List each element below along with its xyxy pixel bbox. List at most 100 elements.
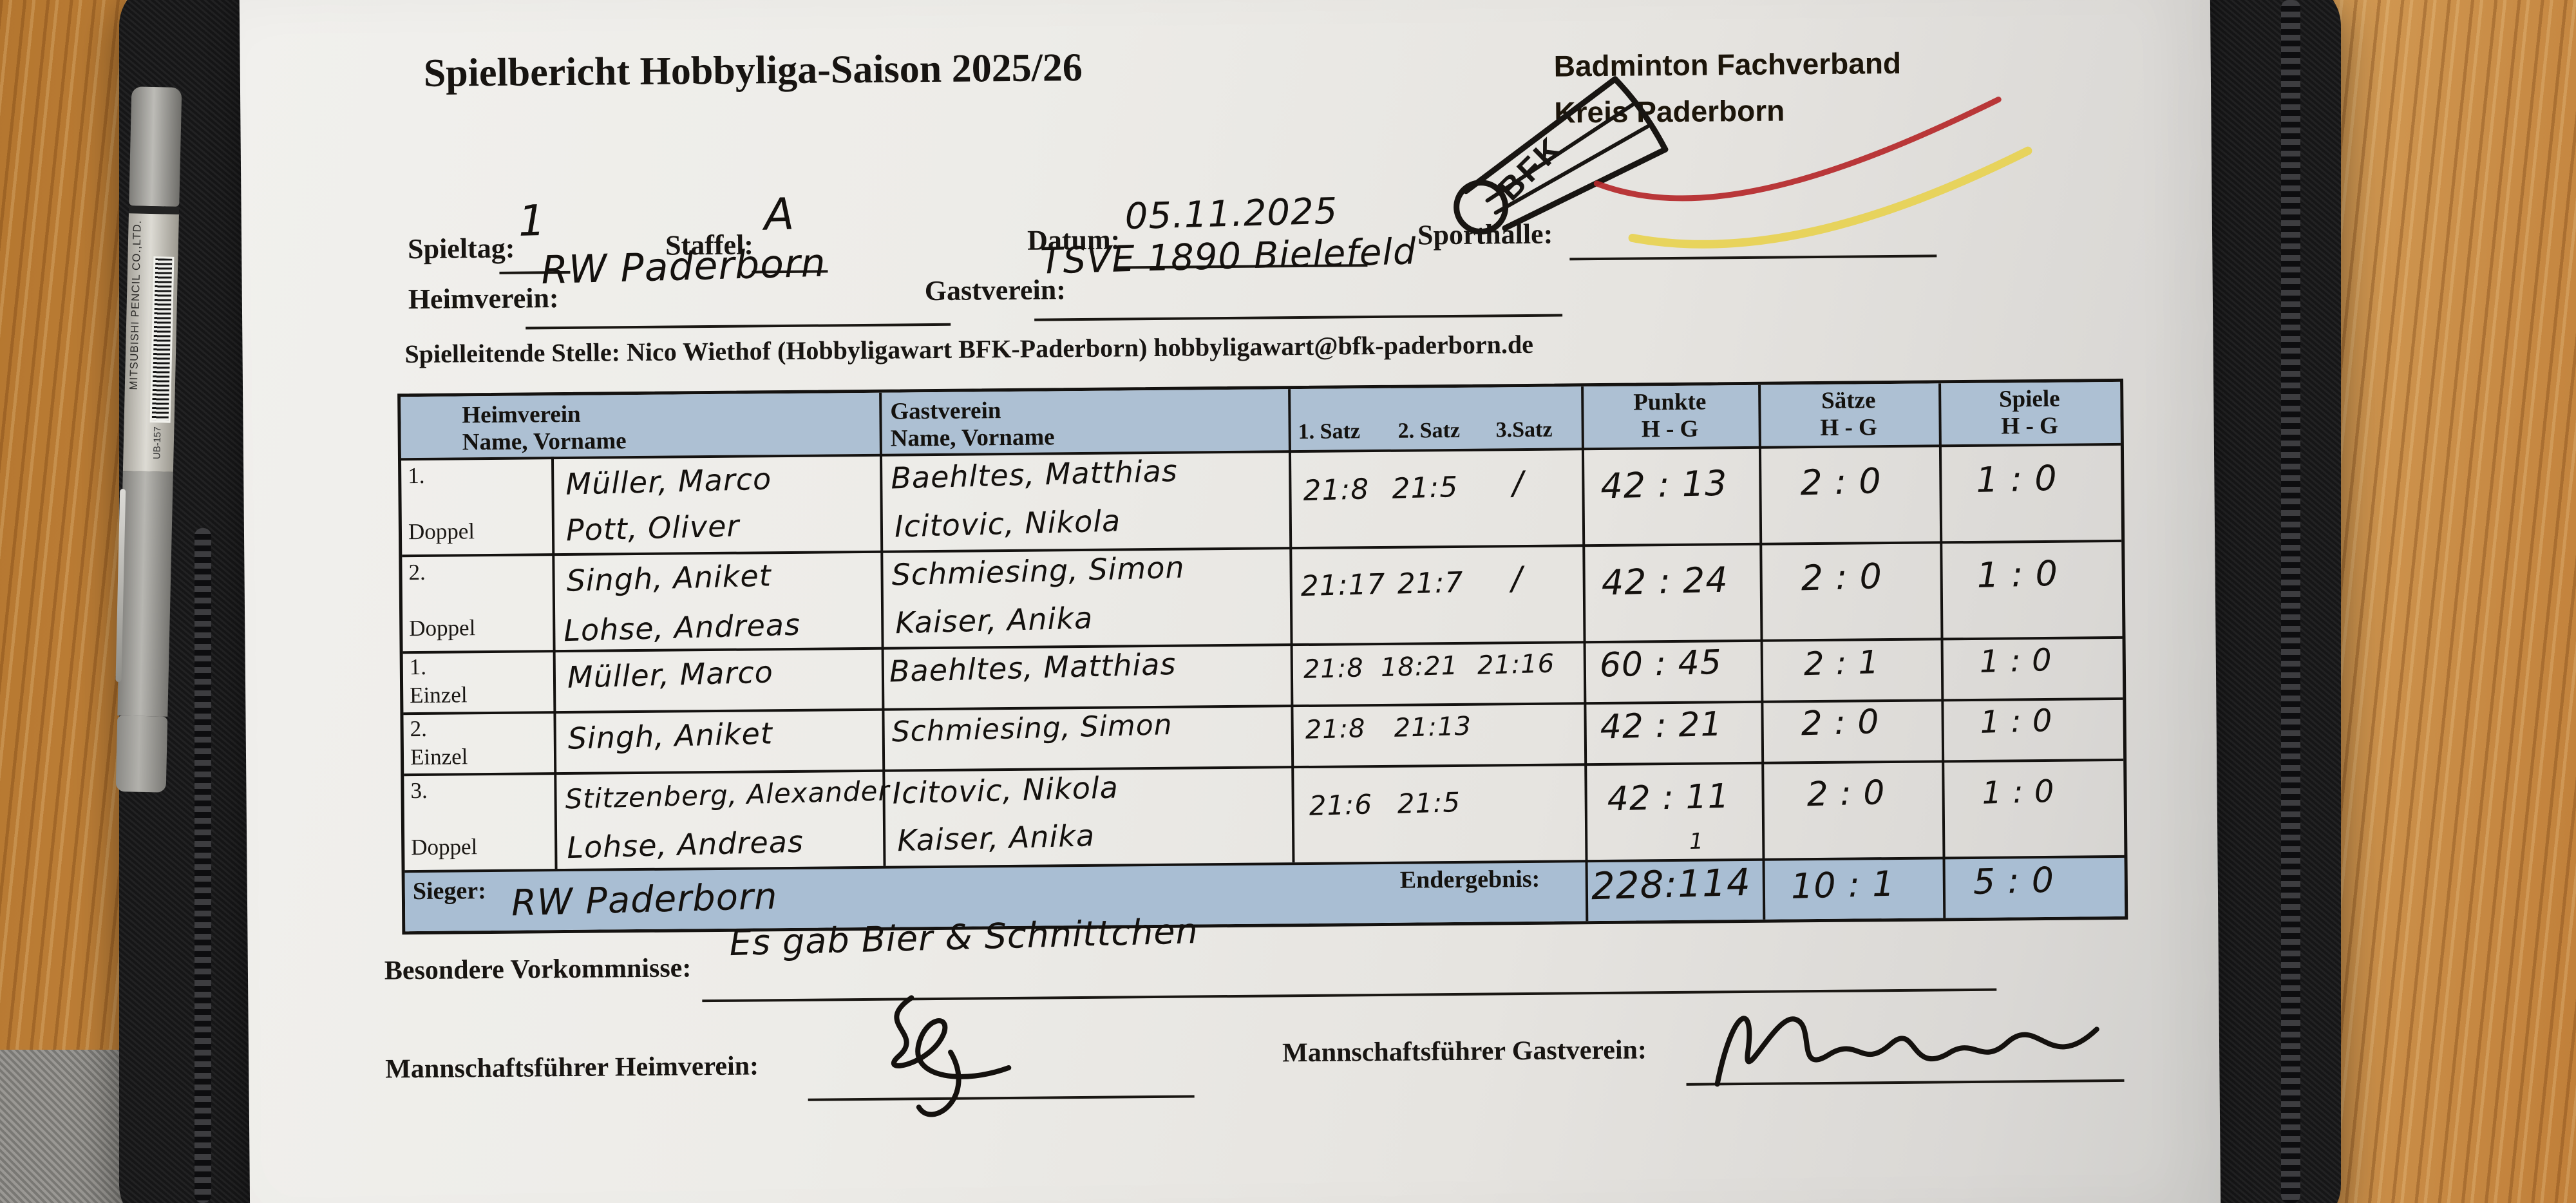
pen-brand-text: MITSUBISHI PENCIL CO.,LTD. — [127, 220, 144, 390]
mf-heim-label: Mannschaftsführer Heimverein: — [385, 1051, 759, 1085]
set3-score: 21:16 — [1477, 649, 1555, 681]
sporthalle-label: Sporthalle: — [1417, 218, 1553, 251]
sieger-label: Sieger: — [412, 877, 486, 905]
col-header-heimverein: Heimverein — [462, 401, 581, 429]
guest-player-1: Baehltes, Matthias — [890, 453, 1179, 496]
col-header-gastverein: Gastverein — [890, 397, 1001, 425]
set1-score: 21:8 — [1305, 714, 1367, 745]
col-header-satz1: 1. Satz — [1298, 419, 1361, 444]
set1-score: 21:8 — [1303, 653, 1365, 685]
final-points: 228:114 — [1590, 860, 1752, 909]
set3-score: / — [1511, 464, 1524, 502]
row-number: 1. — [408, 462, 425, 489]
heimverein-value: RW Paderborn — [540, 240, 827, 294]
staffel-value: A — [763, 189, 796, 241]
home-player-2: Lohse, Andreas — [563, 607, 801, 649]
set1-score: 21:6 — [1309, 788, 1373, 822]
spieltag-value: 1 — [517, 195, 547, 246]
points-correction-note: 1 — [1689, 828, 1705, 855]
row-number: 3. — [410, 777, 428, 804]
pen-tip — [115, 715, 168, 793]
guest-player-2: Kaiser, Anika — [896, 818, 1095, 858]
endergebnis-label: Endergebnis: — [1399, 865, 1540, 894]
results-table: Heimverein Name, Vorname Gastverein Name… — [397, 378, 2128, 935]
home-player-1: Singh, Aniket — [567, 715, 773, 756]
points-score: 60 : 45 — [1599, 643, 1723, 685]
set2-score: 21:5 — [1397, 786, 1461, 820]
set2-score: 21:7 — [1397, 565, 1464, 601]
col-header-spiele-hg: H - G — [2001, 412, 2059, 440]
form-title: Spielbericht Hobbyliga-Saison 2025/26 — [423, 45, 1083, 95]
signature-heimverein — [815, 987, 1099, 1141]
row-number: 2. — [408, 559, 426, 585]
guest-player-2: Icitovic, Nikola — [894, 503, 1121, 544]
pen-barrel: MITSUBISHI PENCIL CO.,LTD. UB-157 — [122, 213, 179, 472]
datum-value: 05.11.2025 — [1124, 190, 1339, 238]
guest-player-1: Schmiesing, Simon — [891, 549, 1186, 592]
final-games: 5 : 0 — [1972, 859, 2055, 903]
sets-score: 2 : 0 — [1806, 773, 1886, 815]
points-score: 42 : 21 — [1599, 705, 1723, 747]
barcode — [149, 256, 175, 423]
games-score: 1 : 0 — [1981, 773, 2056, 811]
set3-score: / — [1510, 559, 1524, 598]
games-score: 1 : 0 — [1976, 553, 2059, 596]
row-number: 1. — [409, 654, 427, 680]
points-score: 42 : 11 — [1606, 777, 1730, 819]
underline — [1569, 254, 1937, 261]
points-score: 42 : 13 — [1600, 462, 1728, 507]
home-player-1: Müller, Marco — [567, 654, 774, 695]
set2-score: 18:21 — [1380, 650, 1459, 683]
logo-swoosh — [1586, 90, 2038, 254]
table-gridline — [1758, 384, 1766, 920]
pen-grip — [115, 471, 173, 717]
vorkommnisse-label: Besondere Vorkommnisse: — [384, 953, 692, 986]
home-player-1: Müller, Marco — [565, 461, 772, 502]
sieger-value: RW Paderborn — [511, 875, 779, 925]
col-header-spiele: Spiele — [1998, 385, 2060, 413]
col-header-punkte: Punkte — [1633, 388, 1707, 416]
guest-player-1: Icitovic, Nikola — [891, 770, 1119, 811]
zipper-edge-right — [2281, 0, 2300, 1203]
sets-score: 2 : 1 — [1803, 643, 1880, 683]
gastverein-value: TSVE 1890 Bielefeld — [1039, 231, 1417, 283]
row-discipline: Einzel — [410, 744, 468, 770]
guest-player-1: Schmiesing, Simon — [891, 708, 1173, 749]
home-player-2: Pott, Oliver — [565, 508, 741, 548]
games-score: 1 : 0 — [1975, 457, 2058, 500]
sets-score: 2 : 0 — [1800, 703, 1880, 744]
pen-cap — [129, 86, 182, 207]
pen-model-text: UB-157 — [151, 426, 164, 460]
row-discipline: Einzel — [410, 682, 468, 708]
games-score: 1 : 0 — [1979, 702, 2054, 741]
home-player-1: Singh, Aniket — [565, 558, 772, 598]
guest-player-1: Baehltes, Matthias — [889, 646, 1177, 689]
set1-score: 21:17 — [1300, 567, 1387, 603]
home-player-2: Lohse, Andreas — [566, 824, 804, 866]
col-header-saetze-hg: H - G — [1820, 414, 1878, 441]
sets-score: 2 : 0 — [1800, 556, 1883, 599]
table-gridline — [1288, 389, 1295, 863]
col-header-saetze: Sätze — [1821, 387, 1876, 414]
match-report-sheet: Spielbericht Hobbyliga-Saison 2025/26 Ba… — [239, 0, 2221, 1203]
signature-gastverein — [1697, 978, 2136, 1120]
col-header-heim-sub: Name, Vorname — [462, 428, 627, 456]
col-header-satz3: 3.Satz — [1495, 417, 1553, 442]
points-score: 42 : 24 — [1600, 559, 1729, 603]
set2-score: 21:5 — [1391, 471, 1459, 506]
row-discipline: Doppel — [411, 834, 478, 860]
table-gridline — [551, 457, 558, 869]
set1-score: 21:8 — [1302, 473, 1370, 507]
col-header-punkte-hg: H - G — [1641, 415, 1699, 443]
spieltag-label: Spieltag: — [407, 232, 515, 265]
zipper-edge-left — [194, 528, 211, 1203]
final-sets: 10 : 1 — [1790, 863, 1896, 907]
games-score: 1 : 0 — [1979, 641, 2053, 680]
table-gridline — [1581, 386, 1589, 922]
row-discipline: Doppel — [409, 615, 476, 641]
row-discipline: Doppel — [408, 518, 475, 545]
underline — [1034, 314, 1563, 321]
underline — [526, 323, 951, 330]
mf-gast-label: Mannschaftsführer Gastverein: — [1282, 1035, 1647, 1068]
